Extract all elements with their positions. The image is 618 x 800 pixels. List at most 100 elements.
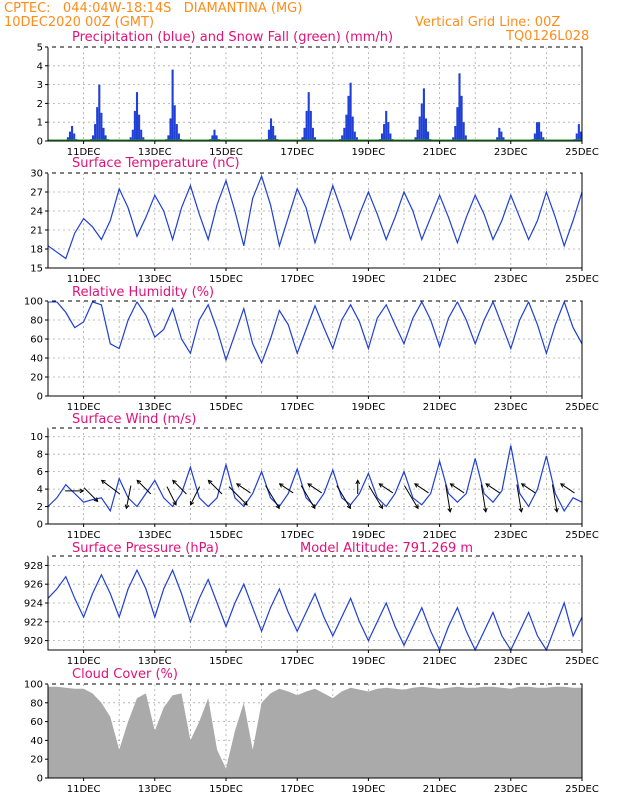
precip-bar [71,125,74,141]
pressure-xtick-label: 15DEC [209,656,243,667]
precip-bar [102,127,105,141]
humidity-xtick-label: 17DEC [280,402,314,413]
precip-bar [452,137,455,141]
cloud-ytick-label: 0 [37,774,43,785]
temperature-ytick-label: 21 [30,226,43,237]
precip-bar [422,88,425,141]
temperature-xtick-label: 13DEC [138,274,172,285]
wind-arrow [83,487,99,502]
cloud-ytick-label: 20 [30,755,43,766]
wind-arrow [279,483,294,494]
precip-xtick-label: 13DEC [138,147,172,158]
precip-bar [133,110,136,141]
precip-ytick-label: 1 [37,118,43,129]
precip-bar [272,125,275,141]
cloud-xtick-label: 25DEC [565,784,599,795]
precip-bar [135,92,139,141]
precip-xtick-label: 21DEC [423,147,457,158]
wind-arrow-head [449,483,455,488]
precip-bar [535,122,539,141]
precip-ytick-label: 2 [37,99,43,110]
humidity-xtick-label: 19DEC [352,402,386,413]
precip-bar [171,69,174,141]
wind-arrow-head [235,483,241,488]
temperature-xtick-label: 11DEC [67,274,101,285]
cloud-area [48,686,582,778]
temperature-xtick-label: 25DEC [565,274,599,285]
wind-ytick-label: 8 [37,450,43,461]
precip-bar [420,103,423,141]
precip-bar [345,114,348,141]
precip-bar [211,135,214,141]
humidity-xtick-label: 23DEC [494,402,528,413]
wind-arrow-head [414,504,419,510]
precip-bar [104,135,107,141]
wind-arrow [172,479,187,495]
humidity-ytick-label: 100 [24,297,43,308]
wind-arrow [125,485,132,509]
precip-bar [167,135,170,141]
humidity-ytick-label: 40 [30,354,43,365]
cloud-xtick-label: 17DEC [280,784,314,795]
wind-arrow [300,485,316,509]
header-model-id: TQ0126L028 [506,29,590,44]
pressure-ytick-label: 922 [24,617,43,628]
cloud-ytick-label: 60 [30,717,43,728]
wind-frame [47,427,583,525]
pressure-xtick-label: 21DEC [423,656,457,667]
precip-bar [96,107,99,141]
cloud-xtick-label: 15DEC [209,784,243,795]
wind-arrow-head [554,507,559,513]
precip-bar [458,73,461,141]
temperature-xtick-label: 17DEC [280,274,314,285]
wind-arrow [450,483,465,494]
precip-xtick-label: 15DEC [209,147,243,158]
wind-arrow [136,479,152,495]
wind-ytick-label: 0 [37,520,43,531]
precip-bar [383,124,386,141]
temperature-xtick-label: 15DEC [209,274,243,285]
cloud-xtick-label: 19DEC [352,784,386,795]
wind-arrow-head [311,504,316,510]
temperature-xtick-label: 19DEC [352,274,386,285]
wind-arrow-head [207,479,213,485]
wind-arrow [485,483,500,494]
wind-ytick-label: 10 [30,432,43,443]
precip-bar [498,127,501,141]
precip-bar [385,110,388,141]
precip-bar [577,124,580,141]
precip-frame [47,46,583,142]
humidity-title: Relative Humidity (%) [72,285,214,300]
wind-arrow [101,479,121,495]
wind-arrow-head [136,479,142,485]
wind-xtick-label: 19DEC [352,530,386,541]
wind-xtick-label: 23DEC [494,530,528,541]
wind-arrow-head [413,483,419,488]
precip-bar [309,110,312,141]
pressure-ytick-label: 920 [24,636,43,647]
pressure-ytick-label: 924 [24,599,43,610]
precip-bar [347,95,350,141]
temperature-line [47,174,583,260]
pressure-line [47,568,583,652]
wind-arrow [414,483,429,494]
header-run-time: 10DEC2020 00Z (GMT) [4,15,155,30]
wind-xtick-label: 15DEC [209,530,243,541]
wind-arrow [307,483,322,494]
precip-ytick-label: 3 [37,80,43,91]
wind-arrow [368,485,383,509]
precip-bar [301,137,304,141]
cloud-ytick-label: 100 [24,680,43,691]
humidity-frame [47,300,583,397]
precip-xtick-label: 17DEC [280,147,314,158]
wind-arrow [378,483,394,494]
pressure-annotation: Model Altitude: 791.269 m [300,541,473,556]
cloud-title: Cloud Cover (%) [72,667,178,682]
precip-bar [502,137,505,141]
wind-arrow-head [447,507,453,513]
wind-arrow-head [79,488,85,494]
wind-arrow-head [278,483,284,488]
wind-ytick-label: 2 [37,502,43,513]
wind-arrow-head [172,500,177,506]
header-station: CPTEC: 044:04W-18:14S DIAMANTINA (MG) [4,1,303,16]
